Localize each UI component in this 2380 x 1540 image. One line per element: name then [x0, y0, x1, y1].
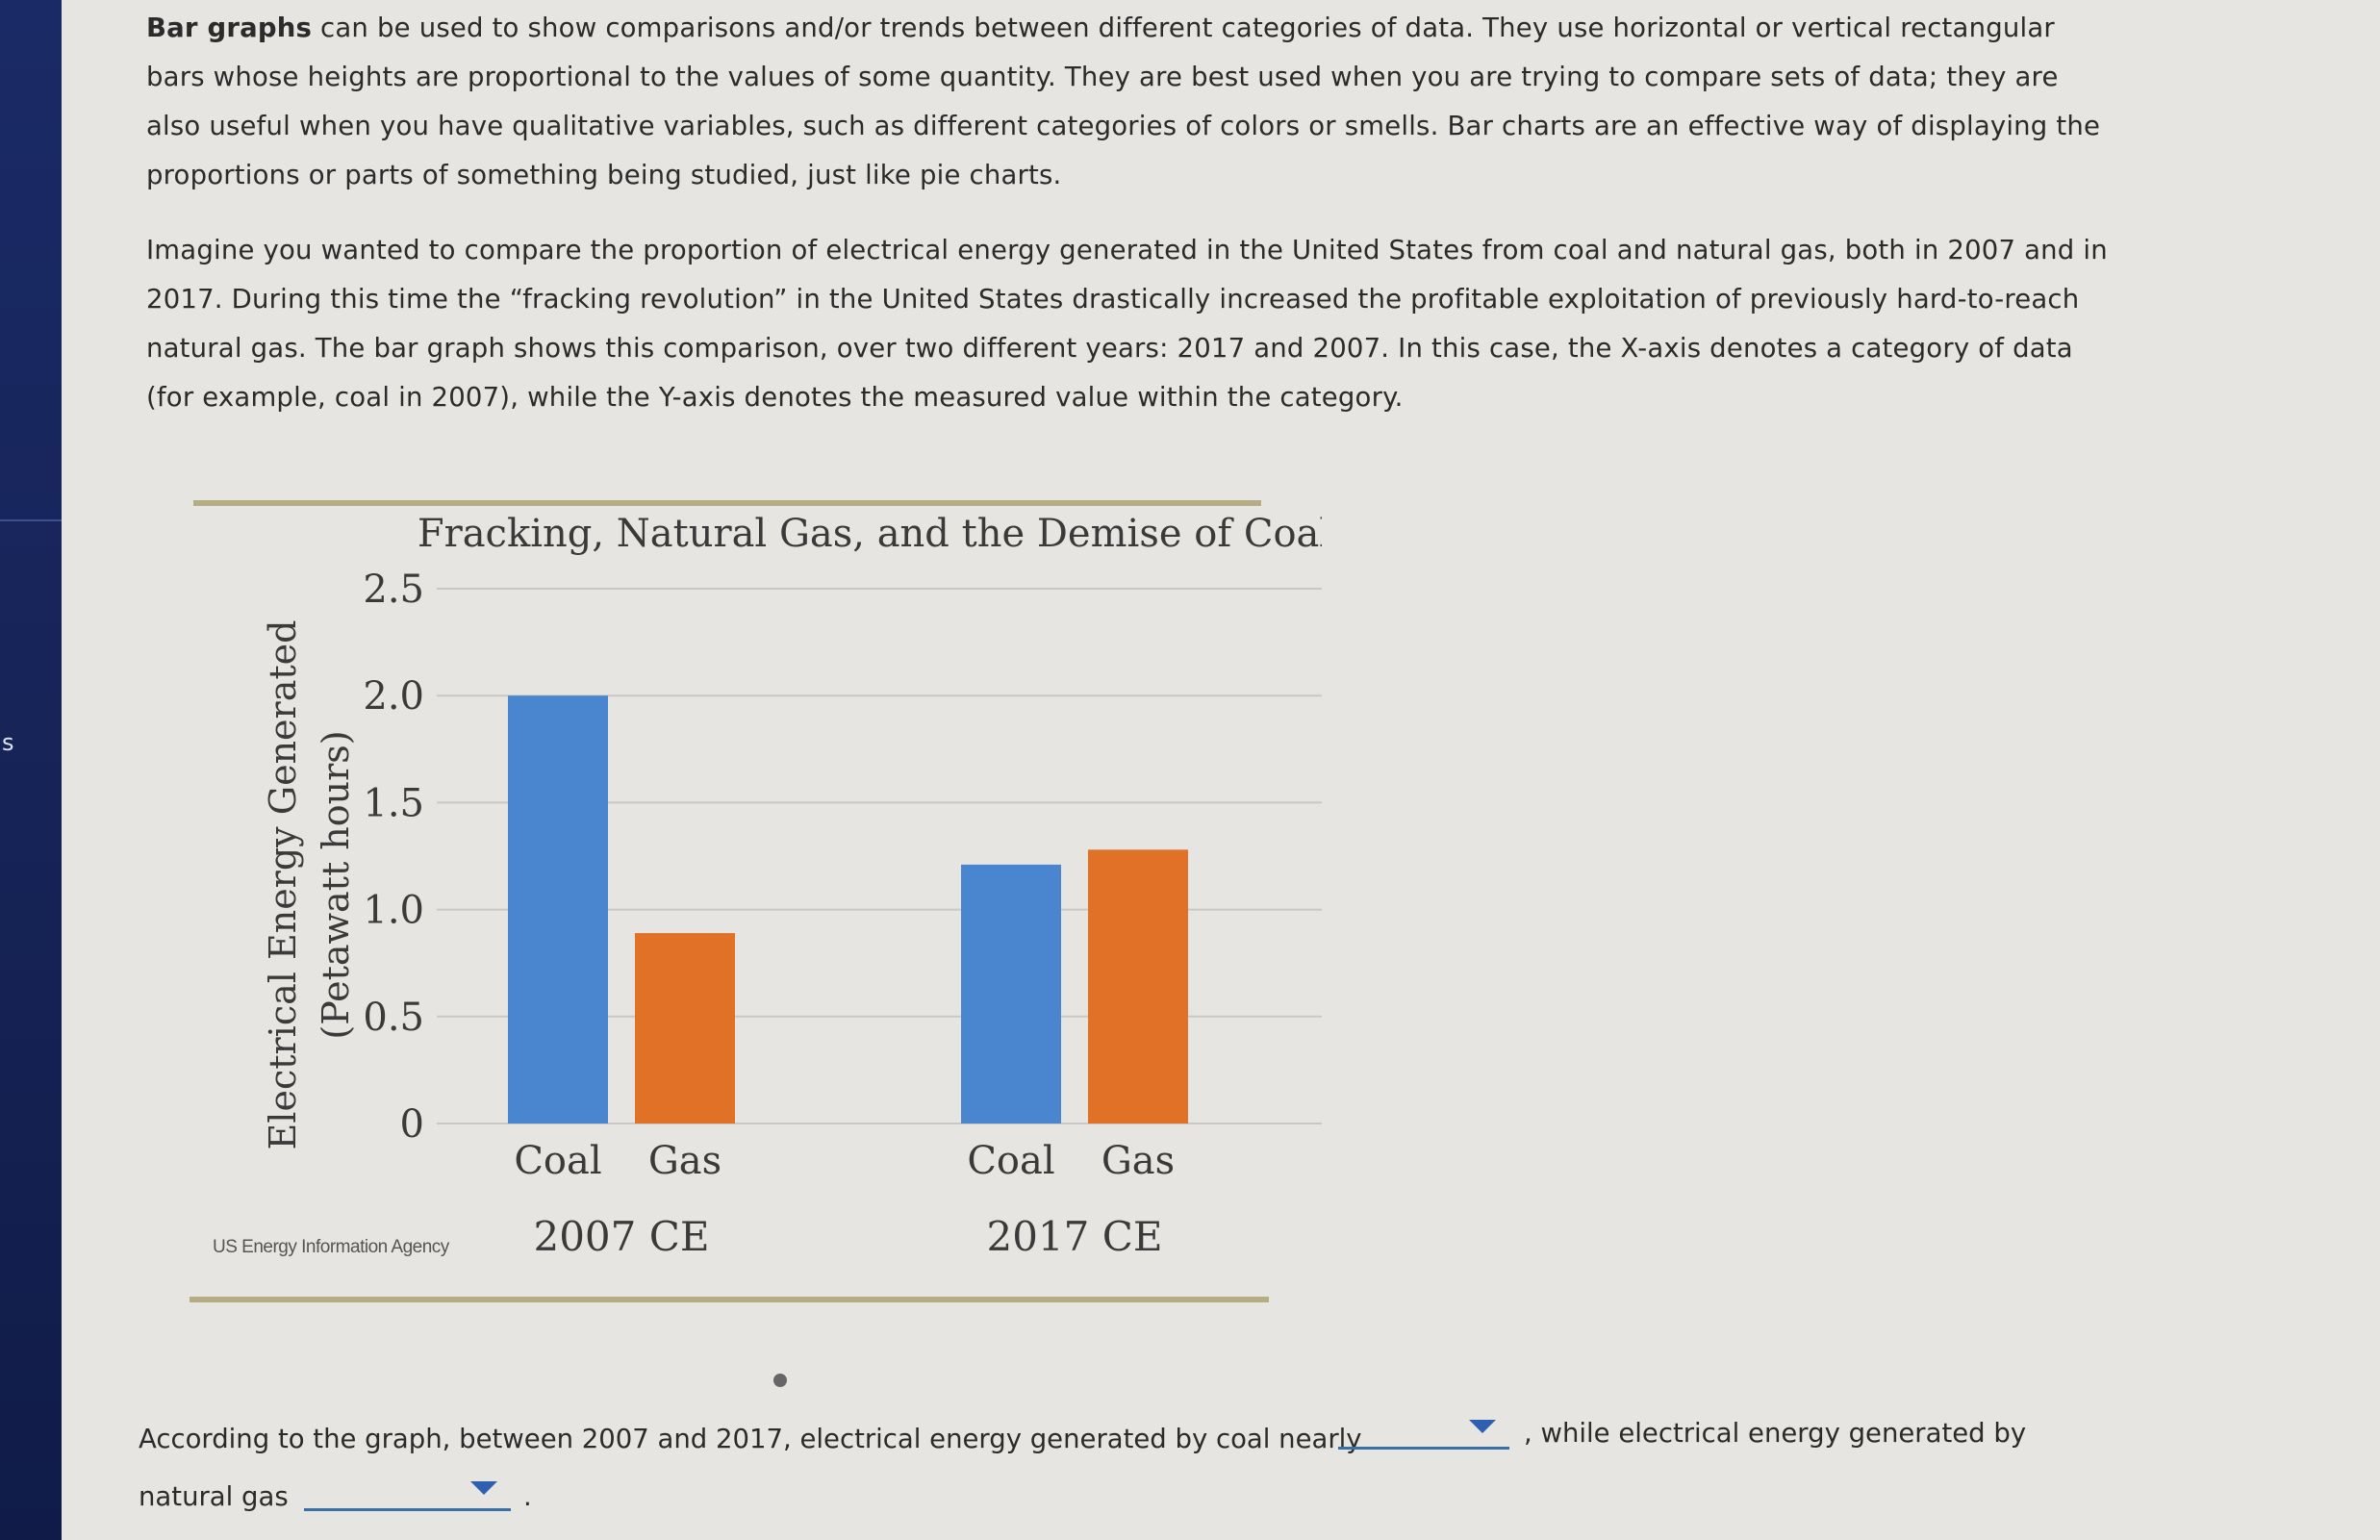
chart-title: Fracking, Natural Gas, and the Demise of… [418, 512, 1322, 556]
question-text-4: . [523, 1481, 532, 1512]
bold-term: Bar graphs [146, 13, 313, 43]
y-tick-label: 1.5 [363, 781, 424, 825]
lesson-content: Bar graphs can be used to show compariso… [62, 0, 2380, 1540]
chevron-down-icon [470, 1481, 497, 1495]
left-nav-rail: s [0, 0, 62, 1540]
question-row-2: natural gas . [139, 1462, 2255, 1520]
chart-source: US Energy Information Agency [213, 1237, 449, 1257]
y-tick-label: 0 [400, 1102, 424, 1147]
x-category-label: Coal [967, 1139, 1054, 1183]
y-tick-label: 1.0 [363, 889, 424, 933]
question-row-1: According to the graph, between 2007 and… [139, 1404, 2255, 1462]
x-category-label: Gas [648, 1139, 722, 1183]
intro-paragraph: Bar graphs can be used to show compariso… [146, 4, 2118, 200]
bar-coal-2017 [961, 864, 1061, 1123]
y-axis-label: Electrical Energy Generated [262, 620, 304, 1150]
bar-gas-2007 [635, 933, 735, 1123]
bar-gas-2017 [1088, 849, 1188, 1123]
bar-coal-2007 [508, 695, 608, 1123]
rail-divider [0, 519, 62, 521]
rail-partial-glyph: s [2, 729, 14, 756]
figure-top-rule [193, 500, 1261, 506]
fill-in-question: According to the graph, between 2007 and… [139, 1404, 2255, 1520]
y-axis-unit-label: (Petawatt hours) [315, 730, 357, 1039]
chevron-down-icon [1469, 1420, 1496, 1433]
bar-chart-figure: Fracking, Natural Gas, and the Demise of… [190, 491, 1322, 1318]
question-text-2: , while electrical energy generated by [1524, 1418, 2027, 1449]
context-paragraph: Imagine you wanted to compare the propor… [146, 235, 2108, 413]
figure-bottom-rule [190, 1297, 1269, 1302]
y-tick-label: 0.5 [363, 996, 424, 1040]
bar-chart: Fracking, Natural Gas, and the Demise of… [262, 512, 1322, 1260]
x-group-label: 2007 CE [533, 1213, 709, 1260]
question-text-3: natural gas [139, 1481, 289, 1512]
y-tick-label: 2.5 [363, 568, 424, 612]
intro-text: can be used to show comparisons and/or t… [146, 13, 2101, 190]
stray-dot [773, 1374, 787, 1387]
y-tick-label: 2.0 [363, 674, 424, 719]
x-category-label: Gas [1101, 1139, 1175, 1183]
coal-change-dropdown[interactable] [1338, 1414, 1509, 1450]
x-group-label: 2017 CE [986, 1213, 1162, 1260]
question-text-1: According to the graph, between 2007 and… [139, 1424, 1362, 1454]
gas-change-dropdown[interactable] [304, 1476, 511, 1511]
x-category-label: Coal [514, 1139, 601, 1183]
